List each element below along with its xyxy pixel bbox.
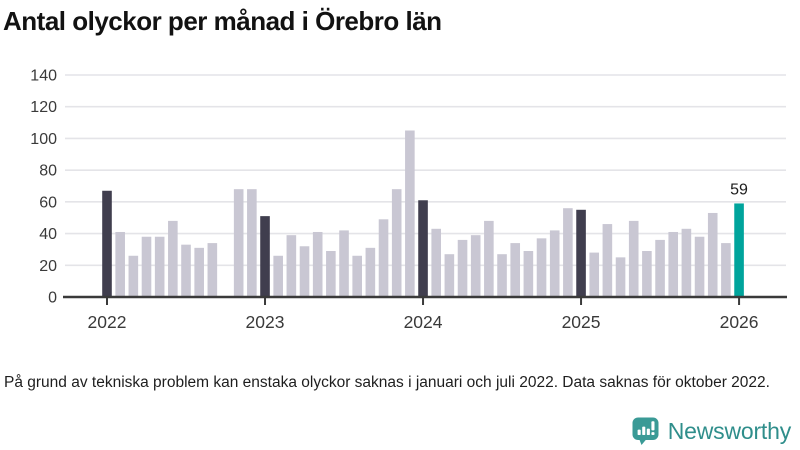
y-tick-label-80: 80 xyxy=(39,163,57,180)
bar-chart-glyph xyxy=(637,421,655,435)
bar-2025-02 xyxy=(589,252,600,297)
bar-2023-05 xyxy=(312,231,323,297)
bar-2022-02 xyxy=(115,231,125,297)
bar-2023-01 xyxy=(260,216,270,297)
bar-2025-12 xyxy=(721,243,731,297)
x-tick-label-2025: 2025 xyxy=(562,312,601,332)
bar-2024-01 xyxy=(418,200,428,297)
bar-2025-01 xyxy=(576,209,586,297)
y-tick-label-100: 100 xyxy=(30,131,57,148)
bar-2024-08 xyxy=(510,243,521,297)
bar-2022-01 xyxy=(102,190,112,297)
newsworthy-bubble-chart-icon xyxy=(632,417,659,445)
bar-2024-07 xyxy=(497,254,507,297)
bar-2023-11 xyxy=(391,189,402,297)
bar-2025-09 xyxy=(681,228,692,297)
newsworthy-logo-text: Newsworthy xyxy=(667,418,791,444)
bar-2024-03 xyxy=(444,254,455,297)
bar-2024-09 xyxy=(523,251,534,297)
bar-2024-12 xyxy=(563,208,573,297)
bar-2022-03 xyxy=(128,255,139,297)
current-value-label: 59 xyxy=(730,181,748,198)
bar-2022-09 xyxy=(207,243,218,297)
x-tick-label-2026: 2026 xyxy=(720,312,759,332)
x-tick-label-2022: 2022 xyxy=(88,312,127,332)
bar-2023-06 xyxy=(326,251,336,297)
bar-2022-04 xyxy=(141,236,152,297)
bar-2025-11 xyxy=(707,212,718,297)
bar-2024-11 xyxy=(549,230,560,297)
bar-2022-11 xyxy=(233,189,244,297)
accidents-bar-chart: 2022 2023 2024 2025 2026 0 20 40 60 80 100 120 140 59 xyxy=(30,68,787,332)
bar-2022-05 xyxy=(154,236,165,297)
y-tick-label-140: 140 xyxy=(30,68,57,85)
y-tick-label-40: 40 xyxy=(39,226,57,243)
bar-2023-02 xyxy=(273,255,283,297)
bar-2025-07 xyxy=(655,239,665,297)
newsworthy-logo[interactable]: Newsworthy xyxy=(632,417,791,446)
x-tick-label-2023: 2023 xyxy=(246,312,285,332)
bar-2024-05 xyxy=(470,235,481,297)
bar-2025-03 xyxy=(602,224,613,297)
bar-2025-04 xyxy=(615,257,626,297)
bar-2025-08 xyxy=(668,231,679,297)
bar-2025-10 xyxy=(694,236,705,297)
y-tick-label-0: 0 xyxy=(48,290,57,307)
bar-2024-04 xyxy=(457,239,468,297)
bar-2024-02 xyxy=(431,228,441,297)
bar-2026-01 xyxy=(734,203,744,297)
bar-2023-04 xyxy=(299,246,310,297)
y-tick-label-120: 120 xyxy=(30,99,57,116)
x-tick-label-2024: 2024 xyxy=(404,312,443,332)
bar-2022-07 xyxy=(181,244,191,297)
bar-2023-10 xyxy=(378,219,389,297)
chart-title: Antal olyckor per månad i Örebro län xyxy=(3,6,442,36)
bar-2023-09 xyxy=(365,247,376,297)
bar-2024-06 xyxy=(484,220,494,297)
bar-2023-03 xyxy=(286,235,297,297)
bar-2022-06 xyxy=(168,220,178,297)
y-tick-label-60: 60 xyxy=(39,194,57,211)
bar-2024-10 xyxy=(536,238,547,297)
bar-2023-08 xyxy=(352,255,362,297)
chart-footnote: På grund av tekniska problem kan enstaka… xyxy=(4,374,770,391)
bar-2025-06 xyxy=(642,251,652,297)
bar-2022-08 xyxy=(194,247,204,297)
bar-2023-12 xyxy=(405,130,415,297)
y-tick-label-20: 20 xyxy=(39,258,57,275)
bar-2023-07 xyxy=(339,230,349,297)
bar-2025-05 xyxy=(628,220,639,297)
bar-2022-12 xyxy=(247,189,257,297)
speech-bubble-shape xyxy=(632,417,659,445)
